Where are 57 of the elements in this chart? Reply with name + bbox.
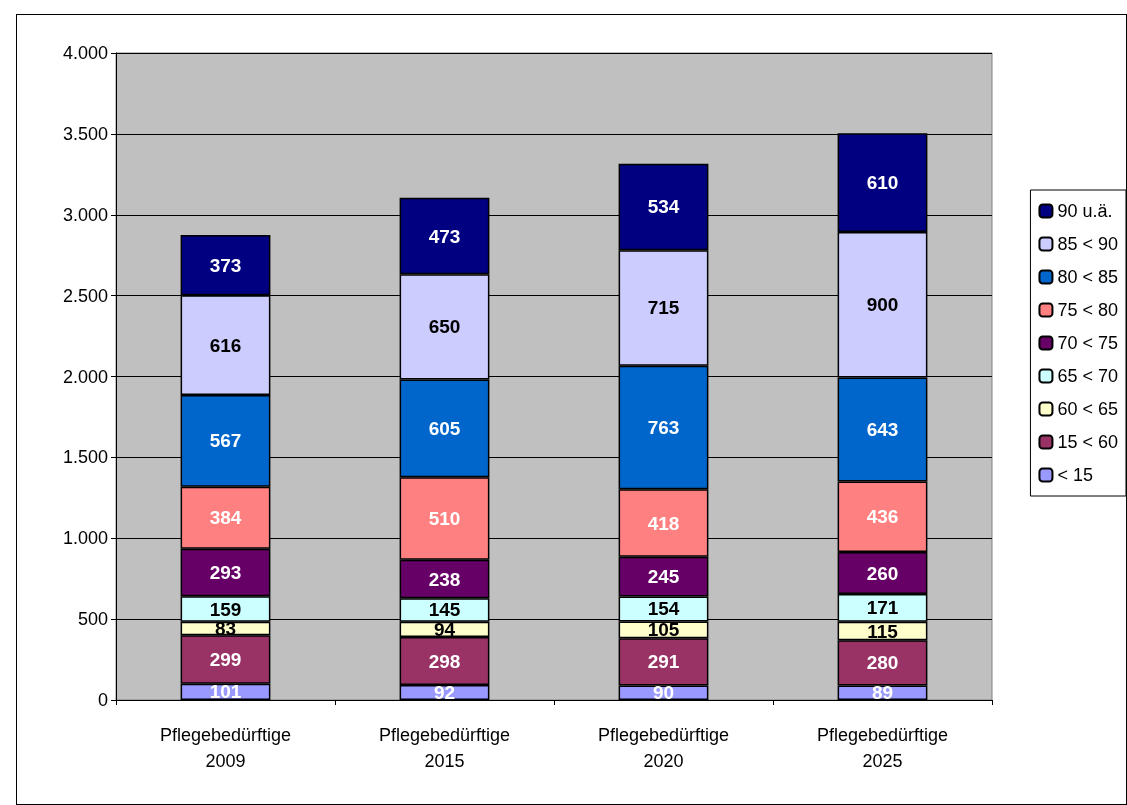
x-tick-label: Pflegebedürftige 2020 bbox=[597, 725, 730, 771]
data-label: 510 bbox=[428, 508, 461, 530]
legend-label: 70 < 75 bbox=[1057, 333, 1119, 353]
legend-label: 60 < 65 bbox=[1057, 399, 1119, 419]
data-label: 616 bbox=[209, 334, 242, 356]
data-label: 245 bbox=[647, 566, 680, 588]
data-label: 610 bbox=[866, 172, 899, 194]
data-label: 92 bbox=[433, 682, 456, 704]
data-label: 105 bbox=[647, 619, 680, 641]
legend-label: 90 u.ä. bbox=[1057, 201, 1113, 221]
x-tick-label: Pflegebedürftige 2015 bbox=[378, 725, 511, 771]
legend-label: 65 < 70 bbox=[1057, 366, 1119, 386]
data-label: 298 bbox=[428, 650, 461, 672]
y-tick-label: 3.500 bbox=[62, 123, 108, 144]
legend-label: 75 < 80 bbox=[1057, 300, 1119, 320]
legend-label: 85 < 90 bbox=[1057, 234, 1119, 254]
x-tick-label: Pflegebedürftige 2025 bbox=[816, 725, 949, 771]
data-label: 260 bbox=[866, 562, 899, 584]
data-label: 145 bbox=[428, 599, 461, 621]
y-tick-label: 3.000 bbox=[62, 204, 108, 225]
data-label: 280 bbox=[866, 652, 899, 674]
data-label: 384 bbox=[209, 507, 242, 529]
data-label: 473 bbox=[428, 225, 461, 247]
y-tick-label: 0 bbox=[97, 690, 108, 710]
y-tick-label: 2.000 bbox=[62, 366, 108, 387]
data-label: 115 bbox=[867, 620, 899, 642]
data-label: 567 bbox=[209, 430, 242, 452]
data-label: 90 bbox=[652, 682, 675, 704]
data-label: 154 bbox=[647, 598, 680, 620]
data-label: 650 bbox=[428, 316, 461, 338]
data-label: 436 bbox=[866, 506, 899, 528]
data-label: 605 bbox=[428, 417, 461, 439]
y-tick-label: 1.000 bbox=[62, 528, 108, 549]
data-label: 89 bbox=[871, 682, 894, 704]
data-label: 159 bbox=[209, 598, 242, 620]
data-label: 534 bbox=[647, 196, 680, 218]
y-tick-label: 1.500 bbox=[62, 447, 108, 468]
data-label: 293 bbox=[209, 561, 242, 583]
y-tick-label: 4.000 bbox=[62, 43, 108, 63]
data-label: 373 bbox=[209, 254, 242, 276]
data-label: 101 bbox=[209, 681, 242, 703]
y-tick-label: 2.500 bbox=[62, 285, 108, 306]
legend-label: 15 < 60 bbox=[1057, 432, 1119, 452]
x-tick-label: Pflegebedürftige 2009 bbox=[159, 725, 292, 771]
data-label: 171 bbox=[866, 597, 899, 619]
data-label: 900 bbox=[866, 294, 899, 316]
legend-label: < 15 bbox=[1057, 465, 1093, 485]
data-label: 643 bbox=[866, 418, 899, 440]
data-label: 763 bbox=[647, 417, 680, 439]
data-label: 418 bbox=[647, 512, 680, 534]
data-label: 291 bbox=[647, 651, 680, 673]
data-label: 299 bbox=[209, 648, 242, 670]
data-label: 715 bbox=[647, 297, 680, 319]
y-tick-label: 500 bbox=[77, 609, 108, 630]
legend-label: 80 < 85 bbox=[1057, 267, 1119, 287]
data-label: 238 bbox=[428, 568, 461, 590]
data-label: 94 bbox=[433, 618, 456, 640]
